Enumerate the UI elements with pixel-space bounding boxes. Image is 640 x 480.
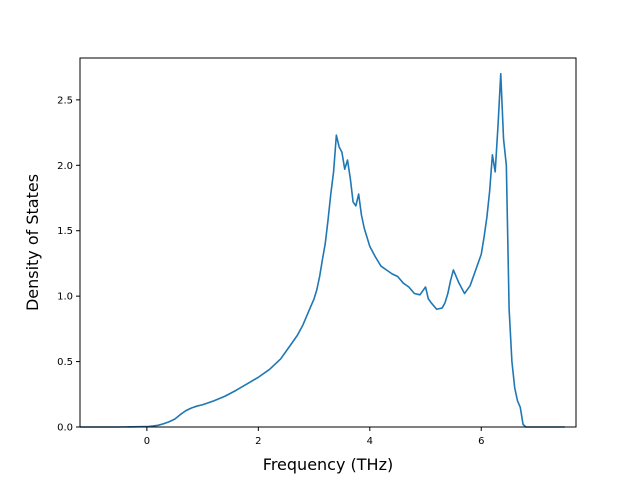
x-axis-label: Frequency (THz) [263, 455, 393, 474]
y-tick-label: 0.0 [57, 423, 73, 434]
y-axis-ticks: 0.0 0.5 1.0 1.5 2.0 2.5 [57, 95, 80, 434]
axes-frame [79, 57, 577, 428]
x-tick-label: 4 [367, 436, 373, 447]
y-tick-label: 2.5 [57, 95, 73, 106]
x-tick-label: 2 [255, 436, 261, 447]
y-tick-label: 1.5 [57, 226, 73, 237]
plot-area [80, 72, 565, 428]
x-tick-label: 6 [478, 436, 484, 447]
dos-series-line [80, 72, 565, 428]
x-tick-label: 0 [144, 436, 150, 447]
y-tick-label: 2.0 [57, 161, 73, 172]
y-tick-label: 0.5 [57, 357, 73, 368]
y-axis-label: Density of States [23, 174, 42, 311]
y-tick-label: 1.0 [57, 292, 73, 303]
x-axis-ticks: 0 2 4 6 [144, 427, 484, 447]
